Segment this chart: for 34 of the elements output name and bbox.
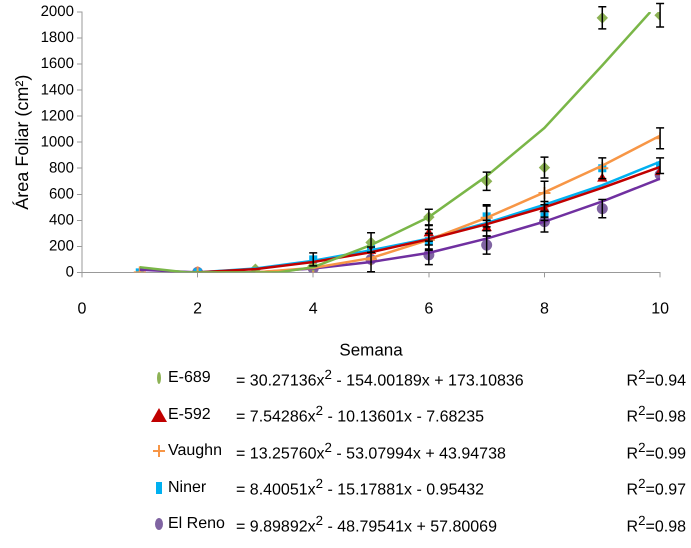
text: R$^{2}$=0.98 <box>626 403 686 426</box>
y-tick-label: 600 <box>48 185 74 202</box>
x-tick-label: 10 <box>651 300 670 318</box>
text: R$^{2}$=0.94 <box>626 366 686 390</box>
x-axis-title: Semana <box>339 340 404 360</box>
y-tick-label: 1200 <box>40 107 74 124</box>
y-axis-title: Área Foliar (cm²) <box>12 74 32 210</box>
x-tick-label: 0 <box>78 300 87 318</box>
y-tick-label: 1400 <box>40 81 74 98</box>
text: = 30.27136x$^{2}$ - 154.00189x + 173.10836 <box>236 366 525 390</box>
legend-label: Vaughn <box>168 442 223 460</box>
text: R$^{2}$=0.98 <box>626 512 686 536</box>
legend-label: E-689 <box>168 369 212 388</box>
legend-label: El Reno <box>168 515 226 534</box>
text: = 7.54286x$^{2}$ - 10.13601x - 7.68235 <box>236 403 486 426</box>
x-tick-label: 8 <box>540 300 550 318</box>
y-tick-label: 1800 <box>40 29 74 46</box>
y-tick-label: 800 <box>48 159 74 176</box>
text: = 8.40051x$^{2}$ - 15.17881x - 0.95432 <box>236 476 486 500</box>
y-tick-label: 0 <box>66 264 74 281</box>
x-tick-label: 2 <box>193 300 202 318</box>
y-tick-label: 1000 <box>40 133 74 150</box>
y-tick-label: 400 <box>48 211 74 228</box>
x-tick-label: 6 <box>424 300 434 318</box>
y-tick-label: 200 <box>48 238 74 254</box>
y-tick-label: 2000 <box>40 3 74 20</box>
text: = 13.25760x$^{2}$ - 53.07994x + 43.94738 <box>236 440 507 463</box>
text: R$^{2}$=0.97 <box>626 476 686 500</box>
x-tick-label: 4 <box>308 300 318 318</box>
text: = 9.89892x$^{2}$ - 48.79541x + 57.80069 <box>236 512 498 536</box>
text: R$^{2}$=0.99 <box>626 440 686 463</box>
legend-label: Niner <box>168 478 208 497</box>
y-tick-label: 1600 <box>40 55 74 72</box>
legend-label: E-592 <box>168 406 212 424</box>
